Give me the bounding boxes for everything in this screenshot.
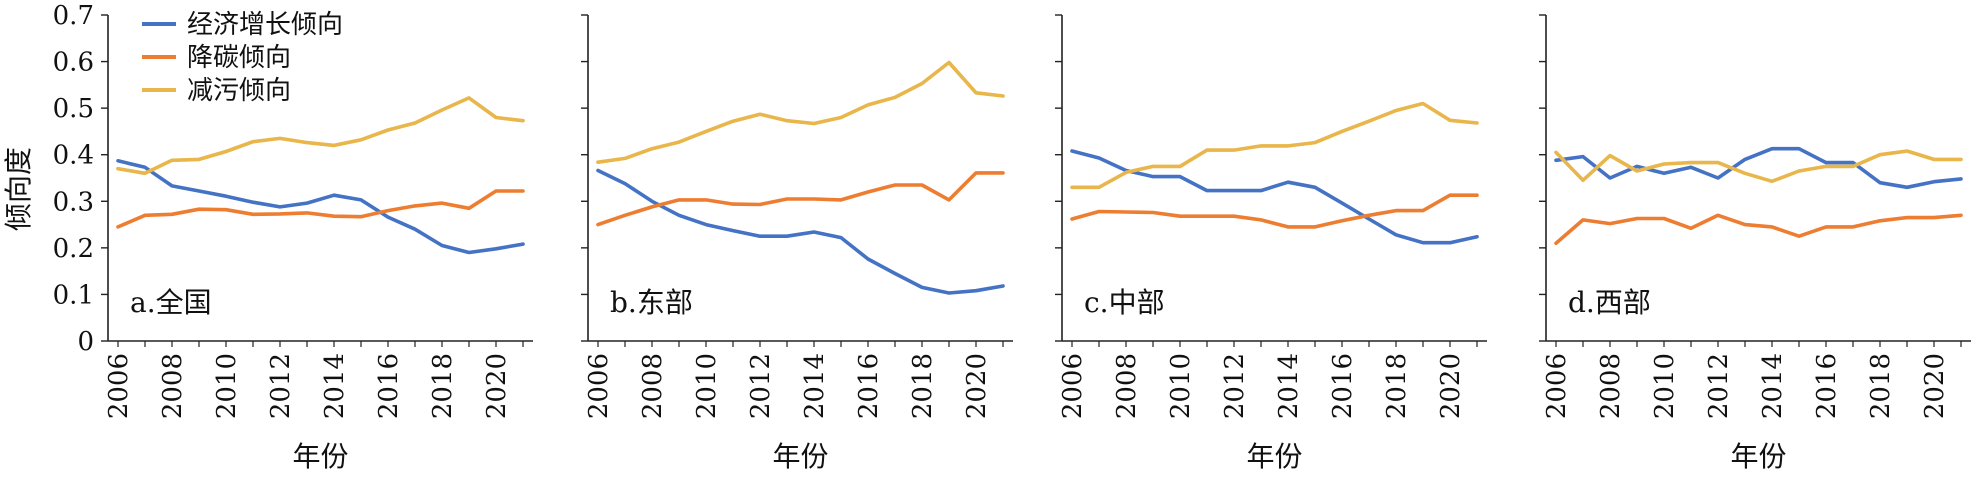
- series-line-3: [1554, 149, 1963, 184]
- series-line-3: [1070, 101, 1479, 190]
- x-tick-label: 2016: [1328, 353, 1358, 419]
- legend-item-2: 降碳倾向: [142, 43, 291, 73]
- x-tick-label: 2014: [1274, 353, 1304, 419]
- series-line-2: [1554, 213, 1963, 245]
- y-tick-label: 0: [77, 327, 94, 357]
- x-tick-label: 2020: [1436, 353, 1466, 419]
- x-tick-label: 2006: [104, 353, 134, 419]
- x-tick-label: 2008: [1596, 353, 1626, 419]
- y-tick-label: 0.2: [53, 234, 94, 264]
- x-tick-label: 2018: [1866, 353, 1896, 419]
- x-tick-label: 2016: [374, 353, 404, 419]
- series-line-1: [596, 168, 1005, 295]
- x-axis-label: 年份: [1246, 440, 1302, 473]
- x-tick-label: 2016: [854, 353, 884, 419]
- x-tick-label: 2012: [746, 353, 776, 419]
- x-tick-label: 2010: [212, 353, 242, 419]
- x-tick-label: 2008: [638, 353, 668, 419]
- x-tick-label: 2012: [1220, 353, 1250, 419]
- series-line-2: [116, 189, 525, 229]
- x-tick-label: 2018: [908, 353, 938, 419]
- x-tick-label: 2006: [1058, 353, 1088, 419]
- legend-label: 经济增长倾向: [187, 10, 343, 40]
- x-tick-label: 2010: [1650, 353, 1680, 419]
- panel-title: b.东部: [610, 286, 693, 319]
- legend-label: 减污倾向: [187, 76, 291, 106]
- x-tick-label: 2018: [1382, 353, 1412, 419]
- y-tick-label: 0.4: [53, 141, 94, 171]
- series-line-3: [596, 60, 1005, 164]
- y-tick-label: 0.1: [53, 280, 94, 310]
- series-line-2: [596, 171, 1005, 227]
- panel-1: 0 0.1 0.2 0.3 0.4 0.5 0.6 0.7 2006 2008 2010 2012 20…: [53, 1, 533, 473]
- panel-2: 2006 2008 2010 2012 2014 2016 2018 2020 年份 b.东部: [581, 14, 1013, 473]
- legend-label: 降碳倾向: [187, 43, 291, 73]
- series-line-2: [1070, 193, 1479, 229]
- panel-title: c.中部: [1084, 286, 1165, 319]
- x-tick-label: 2010: [1166, 353, 1196, 419]
- series-line-1: [1070, 149, 1479, 245]
- x-tick-label: 2020: [1920, 353, 1950, 419]
- x-tick-label: 2016: [1812, 353, 1842, 419]
- panel-3: 2006 2008 2010 2012 2014 2016 2018 2020 年份 c.中部: [1055, 14, 1487, 473]
- series-line-3: [116, 96, 525, 176]
- panel-title: d.西部: [1568, 286, 1651, 319]
- y-axis-label: 倾向度: [2, 147, 35, 231]
- series-line-1: [116, 159, 525, 255]
- y-tick-label: 0.3: [53, 187, 94, 217]
- panel-title: a.全国: [130, 286, 212, 319]
- legend-item-1: 经济增长倾向: [142, 10, 343, 40]
- x-tick-label: 2012: [1704, 353, 1734, 419]
- legend-item-3: 减污倾向: [142, 76, 291, 106]
- x-tick-label: 2014: [800, 353, 830, 419]
- x-axis-label: 年份: [772, 440, 828, 473]
- x-tick-label: 2020: [482, 353, 512, 419]
- x-axis-label: 年份: [292, 440, 348, 473]
- panel-4: 2006 2008 2010 2012 2014 2016 2018 2020 年份 d.西部: [1539, 14, 1971, 473]
- x-tick-label: 2014: [1758, 353, 1788, 419]
- x-tick-label: 2020: [962, 353, 992, 419]
- x-tick-label: 2006: [584, 353, 614, 419]
- y-tick-label: 0.5: [53, 94, 94, 124]
- x-tick-label: 2012: [266, 353, 296, 419]
- y-tick-label: 0.6: [53, 48, 94, 78]
- x-tick-label: 2006: [1542, 353, 1572, 419]
- x-tick-label: 2018: [428, 353, 458, 419]
- x-tick-label: 2008: [158, 353, 188, 419]
- x-tick-label: 2014: [320, 353, 350, 419]
- x-tick-label: 2008: [1112, 353, 1142, 419]
- x-tick-label: 2010: [692, 353, 722, 419]
- series-line-1: [1554, 146, 1963, 190]
- y-tick-label: 0.7: [53, 1, 94, 31]
- x-axis-label: 年份: [1730, 440, 1786, 473]
